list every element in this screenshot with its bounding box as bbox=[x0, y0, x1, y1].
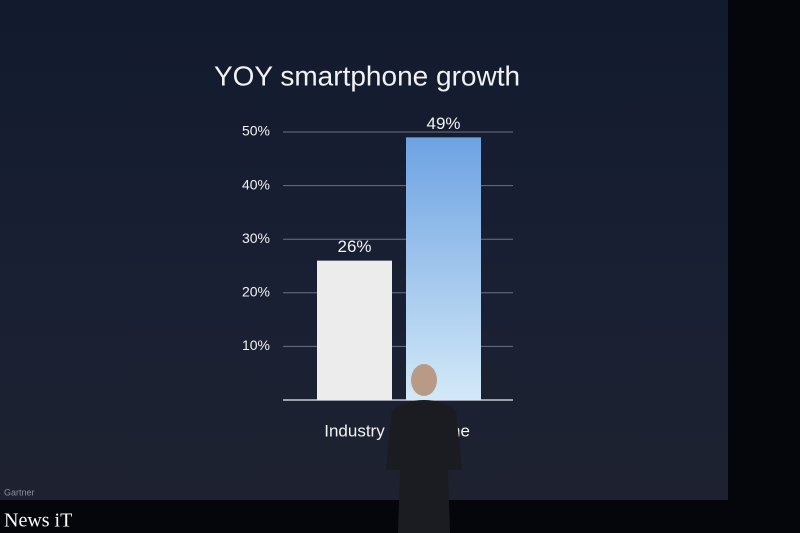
x-tick-label: Industry bbox=[324, 421, 385, 440]
y-tick-label: 40% bbox=[242, 176, 270, 192]
y-tick-label: 30% bbox=[242, 230, 270, 246]
bar bbox=[317, 260, 392, 400]
value-label: 49% bbox=[426, 114, 460, 133]
watermark: News iT bbox=[4, 510, 72, 532]
chart-title: YOY smartphone growth bbox=[214, 60, 520, 91]
value-label: 26% bbox=[337, 237, 371, 256]
source: Gartner bbox=[4, 487, 35, 497]
presenter bbox=[386, 364, 462, 533]
y-tick-label: 20% bbox=[242, 284, 270, 300]
y-tick-label: 10% bbox=[242, 337, 270, 353]
screen bbox=[0, 0, 728, 500]
bar bbox=[406, 137, 481, 401]
y-tick-label: 50% bbox=[242, 123, 270, 139]
